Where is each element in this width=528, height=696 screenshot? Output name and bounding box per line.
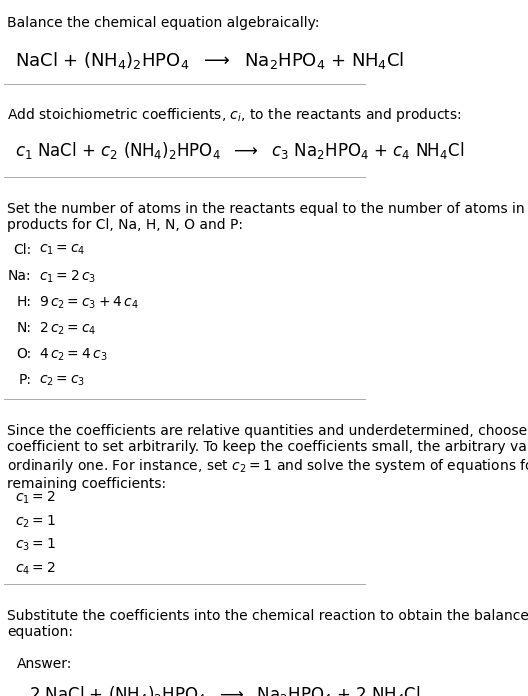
Text: $c_2 = 1$: $c_2 = 1$	[15, 513, 55, 530]
Text: O:: O:	[16, 347, 31, 361]
Text: $c_1 = c_4$: $c_1 = c_4$	[39, 243, 85, 257]
Text: Set the number of atoms in the reactants equal to the number of atoms in the
pro: Set the number of atoms in the reactants…	[7, 202, 528, 232]
Text: P:: P:	[18, 373, 31, 387]
Text: $2\,c_2 = c_4$: $2\,c_2 = c_4$	[39, 321, 96, 338]
Text: $c_2 = c_3$: $c_2 = c_3$	[39, 373, 85, 388]
Text: Na:: Na:	[8, 269, 31, 283]
Text: $c_4 = 2$: $c_4 = 2$	[15, 560, 55, 577]
FancyBboxPatch shape	[4, 643, 269, 696]
Text: $c_1$ NaCl + $c_2$ (NH$_4$)$_2$HPO$_4$  $\longrightarrow$  $c_3$ Na$_2$HPO$_4$ +: $c_1$ NaCl + $c_2$ (NH$_4$)$_2$HPO$_4$ $…	[15, 140, 464, 161]
Text: $c_3 = 1$: $c_3 = 1$	[15, 537, 55, 553]
Text: N:: N:	[16, 321, 31, 335]
Text: NaCl + (NH$_4$)$_2$HPO$_4$  $\longrightarrow$  Na$_2$HPO$_4$ + NH$_4$Cl: NaCl + (NH$_4$)$_2$HPO$_4$ $\longrightar…	[15, 49, 404, 71]
Text: 2 NaCl + (NH$_4$)$_2$HPO$_4$  $\longrightarrow$  Na$_2$HPO$_4$ + 2 NH$_4$Cl: 2 NaCl + (NH$_4$)$_2$HPO$_4$ $\longright…	[30, 683, 421, 696]
Text: Balance the chemical equation algebraically:: Balance the chemical equation algebraica…	[7, 15, 320, 29]
Text: $c_1 = 2$: $c_1 = 2$	[15, 489, 55, 506]
Text: Since the coefficients are relative quantities and underdetermined, choose a
coe: Since the coefficients are relative quan…	[7, 424, 528, 491]
Text: Cl:: Cl:	[13, 243, 31, 257]
Text: Substitute the coefficients into the chemical reaction to obtain the balanced
eq: Substitute the coefficients into the che…	[7, 609, 528, 639]
Text: $9\,c_2 = c_3 + 4\,c_4$: $9\,c_2 = c_3 + 4\,c_4$	[39, 295, 138, 311]
Text: $4\,c_2 = 4\,c_3$: $4\,c_2 = 4\,c_3$	[39, 347, 107, 363]
Text: Answer:: Answer:	[16, 657, 72, 671]
Text: $c_1 = 2\,c_3$: $c_1 = 2\,c_3$	[39, 269, 96, 285]
Text: Add stoichiometric coefficients, $c_i$, to the reactants and products:: Add stoichiometric coefficients, $c_i$, …	[7, 106, 462, 124]
Text: H:: H:	[16, 295, 31, 309]
